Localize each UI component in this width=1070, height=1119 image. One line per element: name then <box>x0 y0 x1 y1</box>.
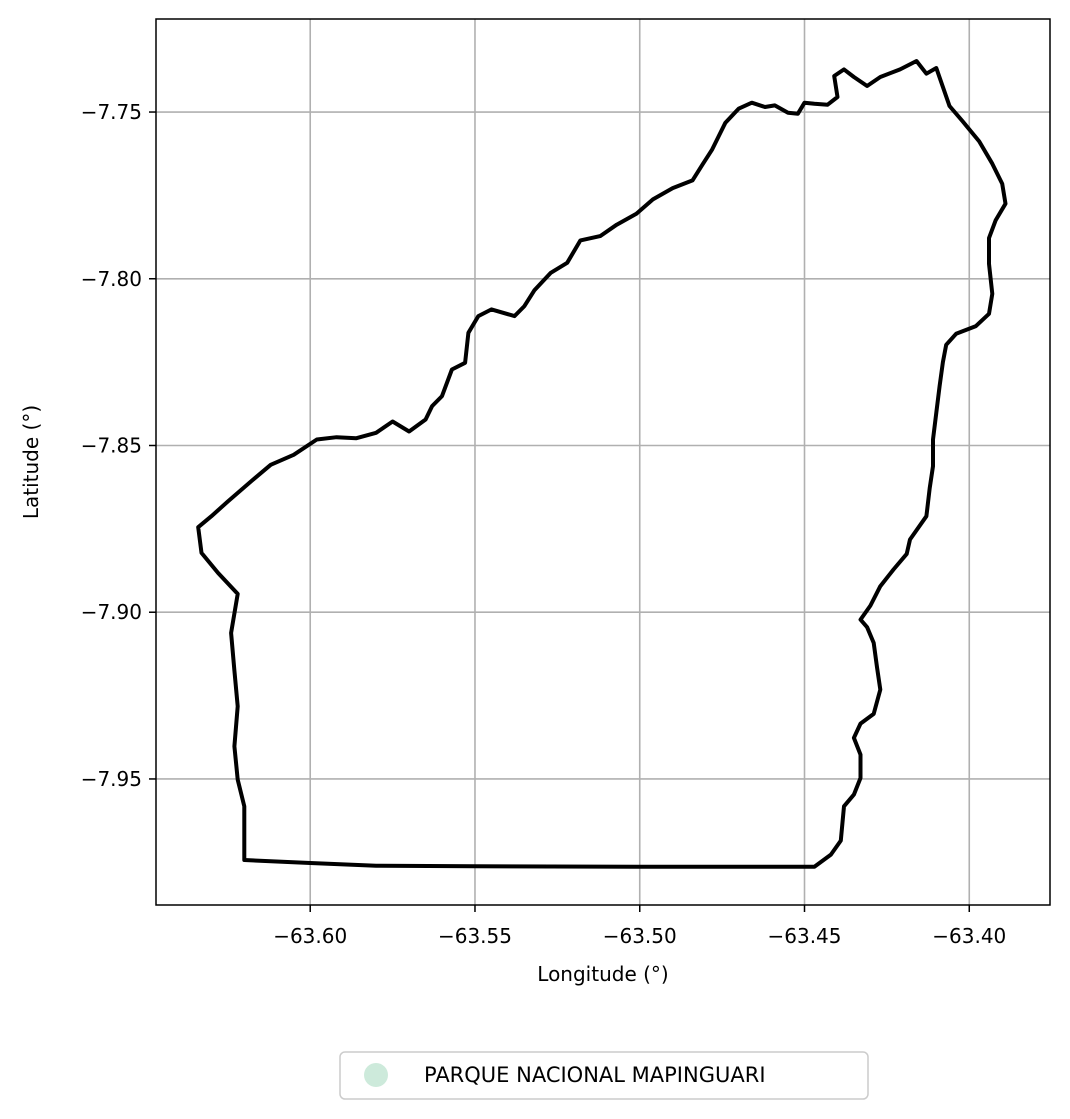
x-axis-ticks: −63.60 −63.55 −63.50 −63.45 −63.40 <box>273 905 1006 948</box>
x-tick-label: −63.50 <box>603 924 677 948</box>
x-tick-label: −63.60 <box>273 924 347 948</box>
y-axis-ticks: −7.75 −7.80 −7.85 −7.90 −7.95 <box>81 100 156 791</box>
plot-frame <box>155 18 1051 906</box>
y-axis-label: Latitude (°) <box>19 405 43 519</box>
y-tick-label: −7.90 <box>81 600 142 624</box>
x-tick-label: −63.40 <box>932 924 1006 948</box>
legend: PARQUE NACIONAL MAPINGUARI <box>339 1051 869 1100</box>
x-axis-label: Longitude (°) <box>537 962 668 986</box>
grid-lines <box>156 19 1050 905</box>
legend-label: PARQUE NACIONAL MAPINGUARI <box>424 1063 766 1087</box>
y-tick-label: −7.80 <box>81 267 142 291</box>
y-tick-label: −7.95 <box>81 767 142 791</box>
x-tick-label: −63.45 <box>767 924 841 948</box>
y-tick-label: −7.75 <box>81 100 142 124</box>
legend-marker <box>364 1063 388 1087</box>
y-tick-label: −7.85 <box>81 433 142 457</box>
x-tick-label: −63.55 <box>438 924 512 948</box>
legend-box <box>339 1051 869 1100</box>
park-boundary <box>196 59 1008 869</box>
